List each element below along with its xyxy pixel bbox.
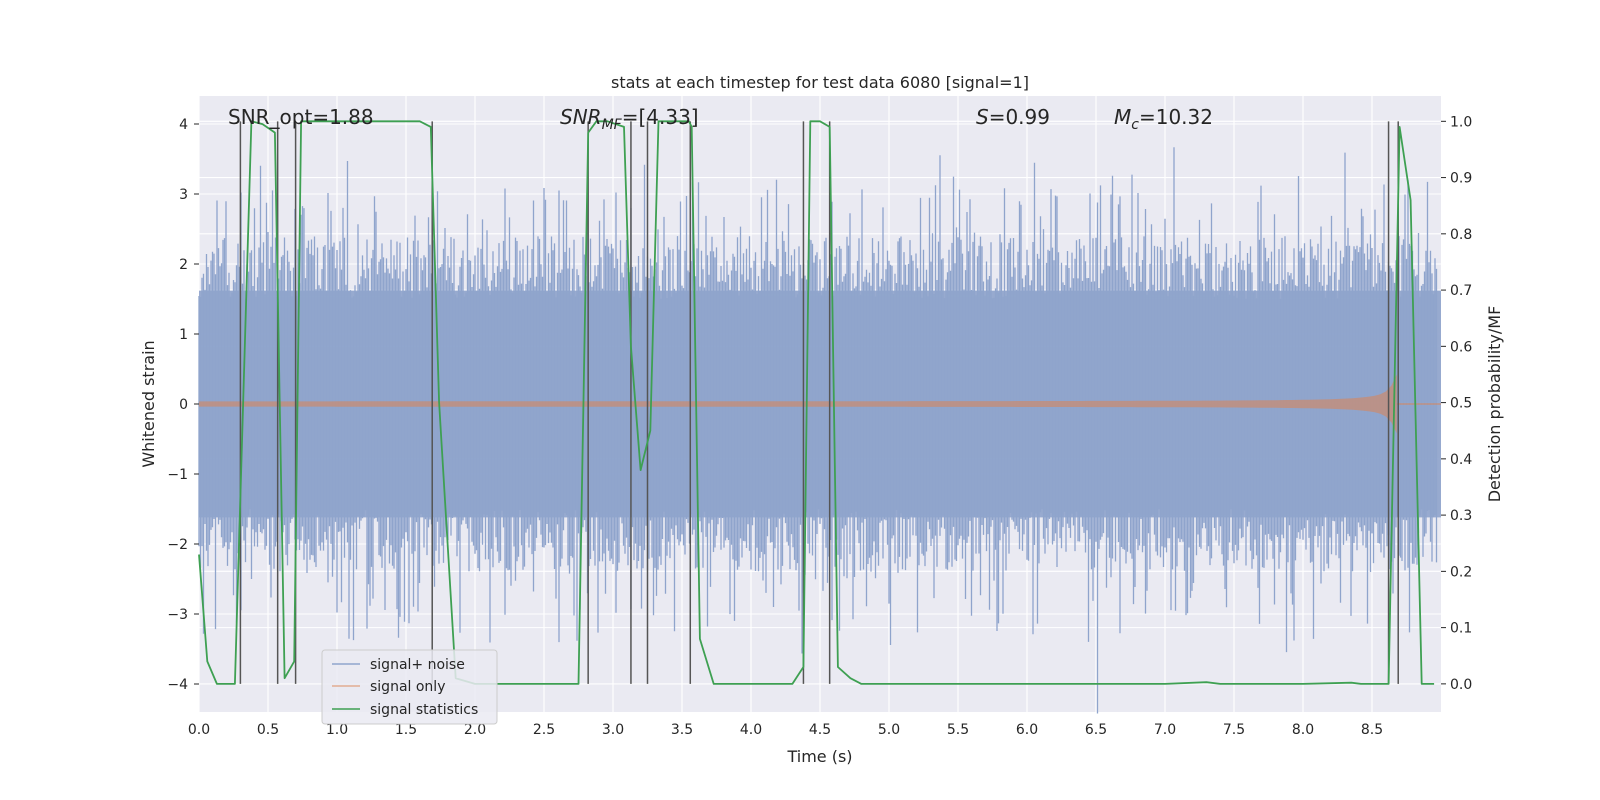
x-tick-label: 5.0 — [878, 722, 900, 738]
s-value: =0.99 — [989, 105, 1050, 129]
y-left-tick-label: 0 — [179, 397, 188, 413]
annotation-snr-opt: SNR_opt=1.88 — [228, 105, 374, 129]
y-right-tick-label: 1.0 — [1450, 114, 1472, 130]
x-tick-label: 8.0 — [1292, 722, 1314, 738]
x-axis-ticks: 0.0 0.5 1.0 1.5 2.0 2.5 3.0 3.5 4.0 4.5 5.0 5.5 6.0 6… — [188, 722, 1383, 738]
y-right-tick-label: 0.7 — [1450, 283, 1472, 299]
y-left-axis-label: Whitened strain — [139, 340, 158, 467]
signal-statistics-line — [198, 120, 1435, 685]
legend-signal-label: signal only — [370, 679, 445, 695]
y-left-tick-label: 4 — [179, 117, 188, 133]
y-right-axis-label: Detection probability/MF — [1485, 306, 1504, 503]
mc-variable: M — [1114, 105, 1131, 129]
signal-envelope — [199, 374, 1397, 434]
y-right-tick-label: 0.3 — [1450, 508, 1472, 524]
x-tick-label: 6.5 — [1085, 722, 1107, 738]
noise-spikes — [198, 147, 1438, 714]
legend-stats-label: signal statistics — [370, 702, 478, 718]
snr-mf-value: =[4.33] — [622, 105, 699, 129]
y-left-tick-label: 1 — [179, 327, 188, 343]
x-tick-label: 7.0 — [1154, 722, 1176, 738]
y-left-tick-label: −3 — [167, 607, 188, 623]
x-tick-label: 7.5 — [1223, 722, 1245, 738]
x-tick-label: 2.5 — [533, 722, 555, 738]
chart-title: stats at each timestep for test data 608… — [611, 73, 1029, 92]
y-left-tick-label: 3 — [179, 187, 188, 203]
y-right-tick-label: 0.1 — [1450, 621, 1472, 637]
signal-only-series — [199, 374, 1441, 434]
x-tick-label: 4.5 — [809, 722, 831, 738]
y-right-axis-ticks: 1.0 0.9 0.8 0.7 0.6 0.5 0.4 0.3 0.2 0.1 0.0 — [1441, 114, 1472, 693]
y-right-tick-label: 0.9 — [1450, 171, 1472, 187]
annotation-snr-mf: SNRMF=[4.33] — [560, 105, 699, 133]
y-right-tick-label: 0.6 — [1450, 339, 1472, 355]
y-right-tick-label: 0.2 — [1450, 564, 1472, 580]
x-tick-label: 8.5 — [1361, 722, 1383, 738]
x-tick-label: 0.0 — [188, 722, 210, 738]
x-tick-label: 0.5 — [257, 722, 279, 738]
signal-statistics-series — [198, 120, 1435, 685]
x-tick-label: 1.5 — [395, 722, 417, 738]
x-tick-label: 6.0 — [1016, 722, 1038, 738]
s-variable: S — [976, 105, 989, 129]
y-left-tick-label: −2 — [167, 537, 188, 553]
x-tick-label: 3.5 — [671, 722, 693, 738]
y-right-tick-label: 0.0 — [1450, 677, 1472, 693]
x-tick-label: 3.0 — [602, 722, 624, 738]
x-axis-label: Time (s) — [786, 747, 852, 766]
x-tick-label: 4.0 — [740, 722, 762, 738]
y-left-tick-label: −4 — [167, 677, 188, 693]
annotation-mc: Mc=10.32 — [1114, 105, 1213, 133]
snr-mf-variable: SNR — [560, 105, 602, 129]
x-tick-label: 5.5 — [947, 722, 969, 738]
annotation-s: S=0.99 — [976, 105, 1050, 129]
mc-subscript: c — [1131, 117, 1139, 133]
snr-mf-subscript: MF — [602, 117, 623, 133]
y-left-axis-ticks: 4 3 2 1 0 −1 −2 −3 −4 — [167, 117, 199, 693]
y-right-tick-label: 0.5 — [1450, 396, 1472, 412]
y-left-tick-label: −1 — [167, 467, 188, 483]
legend-noise-label: signal+ noise — [370, 657, 465, 673]
y-right-tick-label: 0.8 — [1450, 227, 1472, 243]
x-tick-label: 1.0 — [326, 722, 348, 738]
mc-value: =10.32 — [1139, 105, 1213, 129]
legend: signal+ noise signal only signal statist… — [321, 649, 498, 725]
x-tick-label: 2.0 — [464, 722, 486, 738]
y-left-tick-label: 2 — [179, 257, 188, 273]
legend-box — [321, 649, 498, 725]
y-right-tick-label: 0.4 — [1450, 452, 1472, 468]
